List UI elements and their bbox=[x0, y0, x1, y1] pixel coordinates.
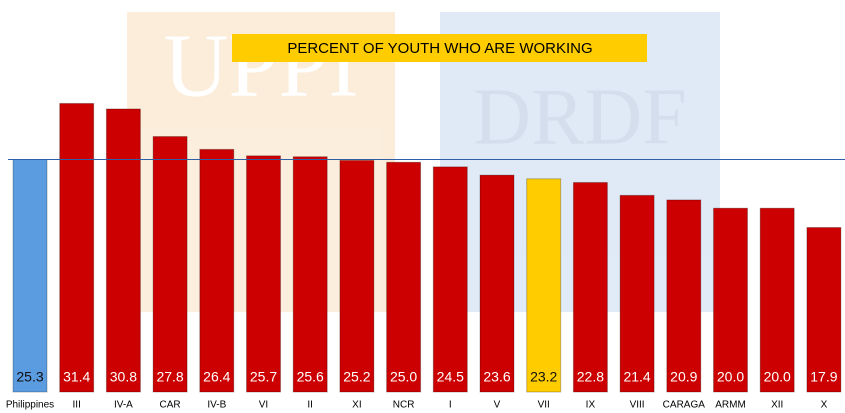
x-tick-label: IV-A bbox=[114, 400, 133, 411]
x-tick-label: XII bbox=[771, 400, 783, 411]
x-tick-label: XI bbox=[352, 400, 361, 411]
bar bbox=[806, 226, 842, 393]
value-label: 23.2 bbox=[530, 369, 557, 385]
x-tick-label: VII bbox=[538, 400, 550, 411]
x-tick-label: III bbox=[73, 400, 81, 411]
value-label: 30.8 bbox=[110, 369, 137, 385]
x-tick-label: Philippines bbox=[6, 400, 54, 411]
x-tick-label: VIII bbox=[630, 400, 645, 411]
x-tick-label: IV-B bbox=[207, 400, 226, 411]
x-tick-label: NCR bbox=[393, 400, 415, 411]
value-label: 25.7 bbox=[250, 369, 277, 385]
bar bbox=[59, 102, 95, 393]
svg-text:DRDF: DRDF bbox=[473, 73, 686, 161]
value-label: 25.2 bbox=[343, 369, 370, 385]
value-label: 25.3 bbox=[16, 369, 43, 385]
x-tick-label: I bbox=[449, 400, 452, 411]
x-tick-label: ARMM bbox=[715, 400, 746, 411]
value-label: 22.8 bbox=[577, 369, 604, 385]
bar bbox=[292, 156, 328, 393]
bar bbox=[105, 108, 141, 393]
x-tick-label: II bbox=[307, 400, 313, 411]
value-label: 23.6 bbox=[483, 369, 510, 385]
x-tick-label: X bbox=[821, 400, 828, 411]
x-tick-label: VI bbox=[259, 400, 268, 411]
bar bbox=[386, 161, 422, 393]
bar bbox=[572, 181, 608, 393]
bar bbox=[666, 199, 702, 393]
value-label: 25.6 bbox=[297, 369, 324, 385]
value-label: 27.8 bbox=[156, 369, 183, 385]
bar bbox=[339, 159, 375, 393]
value-label: 25.0 bbox=[390, 369, 417, 385]
bar bbox=[619, 194, 655, 393]
bar bbox=[432, 166, 468, 393]
bar bbox=[246, 155, 281, 393]
x-tick-label: V bbox=[494, 400, 501, 411]
bar bbox=[759, 207, 795, 393]
bar bbox=[12, 158, 48, 393]
x-tick-label: CAR bbox=[160, 400, 181, 411]
value-label: 17.9 bbox=[810, 369, 837, 385]
value-label: 21.4 bbox=[623, 369, 650, 385]
x-tick-label: CARAGA bbox=[663, 400, 706, 411]
bar bbox=[479, 174, 515, 393]
value-label: 20.0 bbox=[764, 369, 791, 385]
value-label: 20.0 bbox=[717, 369, 744, 385]
svg-text:UPPI: UPPI bbox=[163, 17, 358, 116]
chart-title: PERCENT OF YOUTH WHO ARE WORKING bbox=[287, 40, 592, 57]
bar bbox=[713, 207, 748, 393]
value-label: 20.9 bbox=[670, 369, 697, 385]
bar bbox=[526, 178, 562, 393]
bar bbox=[152, 136, 188, 393]
bar bbox=[199, 148, 235, 393]
value-label: 24.5 bbox=[437, 369, 464, 385]
value-label: 26.4 bbox=[203, 369, 230, 385]
value-label: 31.4 bbox=[63, 369, 90, 385]
x-tick-label: IX bbox=[586, 400, 596, 411]
title-box bbox=[232, 34, 647, 62]
